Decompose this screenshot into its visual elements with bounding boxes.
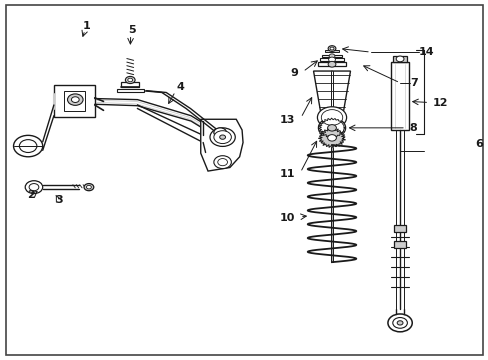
Circle shape — [213, 156, 231, 168]
Circle shape — [387, 314, 411, 332]
Circle shape — [125, 76, 135, 84]
Circle shape — [327, 135, 336, 141]
Bar — [116, 89, 143, 93]
Text: 1: 1 — [82, 21, 90, 31]
Circle shape — [213, 128, 226, 137]
Circle shape — [327, 62, 335, 67]
Bar — [54, 85, 95, 117]
Circle shape — [209, 128, 235, 147]
Circle shape — [321, 110, 342, 125]
Text: 10: 10 — [280, 212, 295, 222]
Circle shape — [219, 135, 225, 139]
Circle shape — [396, 321, 402, 325]
Text: 12: 12 — [432, 98, 447, 108]
Polygon shape — [318, 128, 345, 148]
Circle shape — [71, 97, 79, 103]
Text: 6: 6 — [474, 139, 482, 149]
Bar — [392, 56, 406, 62]
Bar — [63, 91, 85, 111]
Circle shape — [317, 107, 346, 128]
Bar — [390, 62, 408, 130]
Text: 5: 5 — [128, 25, 135, 35]
Text: 3: 3 — [55, 195, 62, 205]
Circle shape — [327, 125, 336, 131]
Circle shape — [213, 130, 231, 143]
Circle shape — [86, 185, 91, 189]
Circle shape — [20, 140, 37, 153]
Circle shape — [318, 118, 345, 138]
Circle shape — [14, 135, 42, 157]
Circle shape — [395, 56, 403, 62]
Text: 4: 4 — [176, 82, 184, 92]
Circle shape — [84, 184, 94, 191]
Text: 8: 8 — [409, 123, 417, 133]
Circle shape — [217, 158, 227, 166]
Bar — [393, 225, 405, 232]
Circle shape — [327, 46, 335, 51]
Bar — [322, 55, 341, 58]
Text: 14: 14 — [418, 47, 433, 57]
Circle shape — [328, 54, 334, 58]
Circle shape — [127, 78, 132, 82]
Text: 13: 13 — [280, 115, 295, 125]
Circle shape — [392, 318, 407, 328]
Circle shape — [329, 47, 333, 50]
Circle shape — [217, 132, 227, 140]
Text: 2: 2 — [27, 190, 34, 200]
Text: 9: 9 — [289, 68, 297, 78]
Bar — [318, 62, 345, 66]
Circle shape — [25, 181, 42, 194]
Bar — [320, 58, 343, 61]
Bar — [121, 82, 139, 87]
Circle shape — [213, 131, 231, 144]
Text: 7: 7 — [409, 78, 417, 88]
Bar — [325, 50, 338, 52]
Circle shape — [29, 184, 39, 191]
Circle shape — [328, 57, 335, 62]
Circle shape — [67, 94, 83, 105]
Text: 11: 11 — [280, 168, 295, 179]
Bar — [393, 242, 405, 248]
Polygon shape — [201, 119, 243, 171]
Polygon shape — [313, 71, 350, 116]
